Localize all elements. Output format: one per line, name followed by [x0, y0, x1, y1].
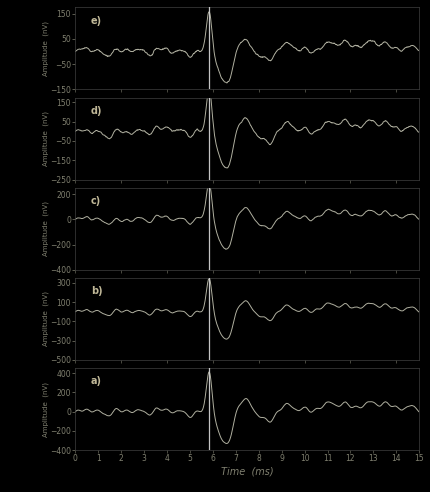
Y-axis label: Amplitude  (nV): Amplitude (nV)	[42, 382, 49, 437]
Text: a): a)	[91, 376, 102, 386]
Y-axis label: Amplitude  (nV): Amplitude (nV)	[42, 111, 49, 166]
Y-axis label: Amplitude  (nV): Amplitude (nV)	[42, 291, 49, 346]
Y-axis label: Amplitude  (nV): Amplitude (nV)	[42, 21, 49, 76]
Text: e): e)	[91, 16, 102, 26]
Text: b): b)	[91, 286, 102, 296]
Y-axis label: Amplitude  (nV): Amplitude (nV)	[42, 201, 49, 256]
Text: d): d)	[91, 106, 102, 116]
Text: c): c)	[91, 196, 101, 206]
X-axis label: Time  (ms): Time (ms)	[221, 466, 273, 476]
